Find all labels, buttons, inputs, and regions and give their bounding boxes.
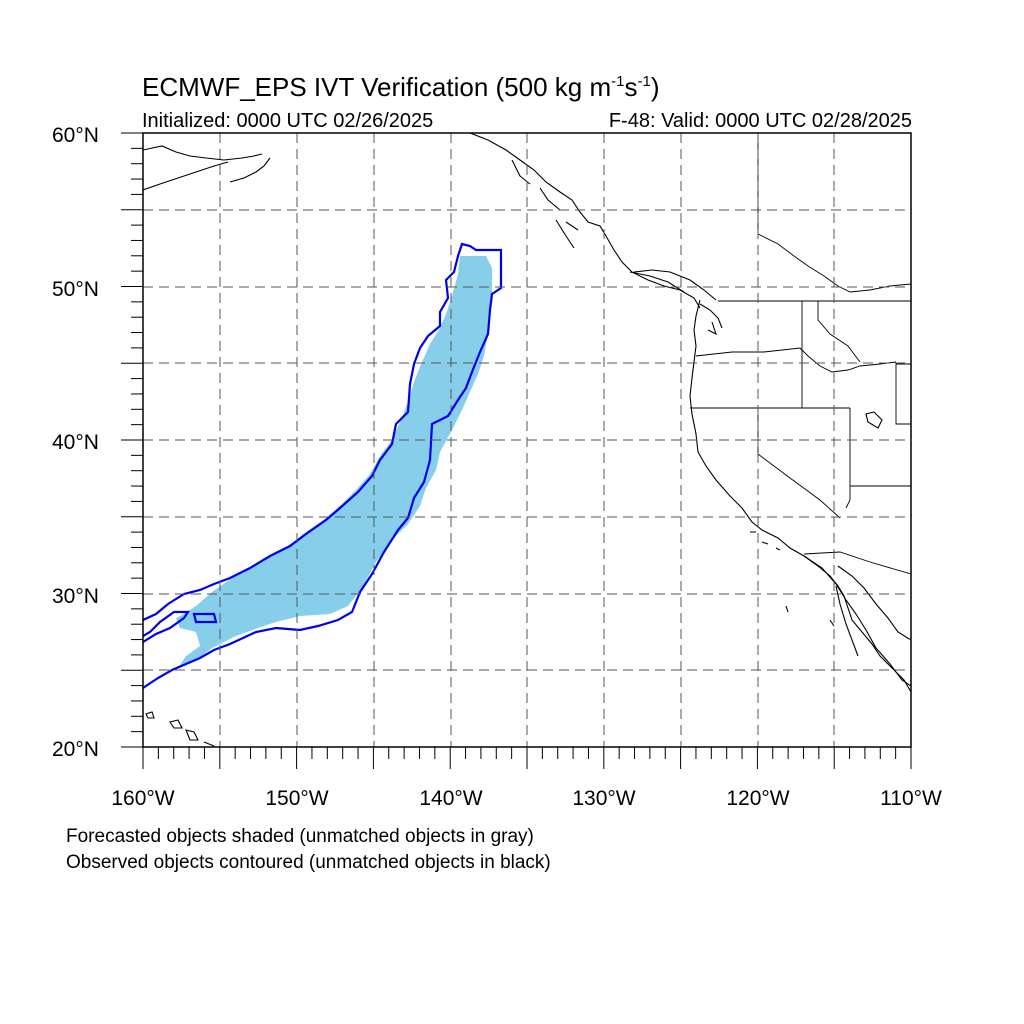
latitude-labels: 20°N 30°N 40°N 50°N 60°N	[52, 124, 99, 761]
alaska-panhandle-coast	[469, 133, 701, 309]
lon-label-120w: 120°W	[726, 787, 789, 810]
baja-coast	[803, 555, 911, 687]
nv-az-border	[845, 408, 851, 509]
lon-label-110w: 110°W	[880, 787, 942, 810]
alaska-islands	[511, 159, 685, 293]
observed-ivt-object-main	[143, 242, 503, 689]
observed-legend-note: Observed objects contoured (unmatched ob…	[66, 852, 551, 873]
puget-sound	[699, 303, 723, 336]
alaska-coast	[143, 145, 271, 191]
ca-nv-border	[757, 408, 841, 519]
lat-label-20: 20°N	[52, 738, 99, 761]
us-mexico-border	[803, 551, 911, 575]
canada-internal-boundary	[757, 133, 911, 293]
observed-ivt-object-west	[143, 610, 191, 643]
lon-label-140w: 140°W	[419, 787, 482, 810]
graticule	[143, 133, 911, 747]
observed-ivt-object-small	[192, 612, 218, 624]
lon-label-130w: 130°W	[572, 787, 635, 810]
lat-label-40: 40°N	[52, 431, 99, 454]
channel-islands	[750, 531, 835, 627]
west-coast	[689, 299, 911, 693]
lon-label-150w: 150°W	[265, 787, 328, 810]
lat-label-50: 50°N	[52, 278, 99, 301]
init-time-label: Initialized: 0000 UTC 02/26/2025	[142, 110, 434, 132]
chart-title: ECMWF_EPS IVT Verification (500 kg m-1s-…	[142, 72, 660, 102]
bc-coast	[633, 269, 717, 301]
lat-label-30: 30°N	[52, 585, 99, 608]
mt-wy-border	[895, 363, 911, 425]
great-salt-lake	[865, 411, 883, 429]
valid-time-label: F-48: Valid: 0000 UTC 02/28/2025	[608, 110, 912, 132]
lon-label-160w: 160°W	[111, 787, 174, 810]
longitude-labels: 160°W 150°W 140°W 130°W 120°W 110°W	[111, 787, 942, 810]
lat-label-60: 60°N	[52, 124, 99, 147]
gulf-of-california-coast	[837, 565, 911, 641]
political-boundaries	[690, 133, 911, 575]
observed-ivt-contours	[143, 242, 503, 689]
axis-ticks	[121, 132, 912, 769]
wa-or-border	[695, 347, 897, 373]
coastlines	[143, 133, 911, 747]
forecast-ivt-object	[176, 256, 492, 668]
id-border	[801, 301, 861, 408]
forecast-legend-note: Forecasted objects shaded (unmatched obj…	[66, 826, 534, 847]
hawaii-islands	[145, 711, 215, 747]
